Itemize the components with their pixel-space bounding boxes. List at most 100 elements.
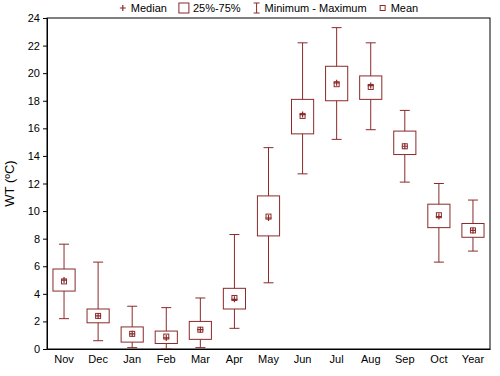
legend-item: Mean: [380, 2, 418, 14]
whisker: [98, 262, 99, 341]
whisker-cap-max: [127, 306, 137, 307]
whisker-cap-min: [195, 347, 205, 348]
y-tick-label: 14: [28, 150, 40, 162]
y-tick: 2: [34, 315, 47, 327]
mean-marker: [470, 228, 475, 233]
median-marker: [231, 296, 237, 302]
x-tick: Nov: [54, 349, 74, 365]
whisker-cap-max: [59, 244, 69, 245]
legend-label: Minimum - Maximum: [265, 2, 367, 14]
y-tick-mark: [43, 211, 47, 212]
x-tick: Year: [462, 349, 485, 365]
x-axis-line: [48, 349, 491, 350]
y-tick-mark: [43, 101, 47, 102]
x-tick-label: Nov: [54, 353, 74, 365]
y-tick-mark: [43, 294, 47, 295]
whisker-cap-min: [127, 347, 137, 348]
median-marker: [266, 215, 272, 221]
legend-label: 25%-75%: [193, 2, 241, 14]
median-marker: [300, 112, 306, 118]
y-tick-mark: [43, 184, 47, 185]
y-tick-mark: [43, 266, 47, 267]
y-tick: 20: [28, 67, 47, 79]
x-tick-label: Year: [462, 353, 485, 365]
x-tick: Jan: [123, 349, 141, 365]
x-tick-label: May: [258, 353, 279, 365]
y-axis-title: WT (ºC): [2, 160, 17, 206]
whisker-cap-max: [195, 297, 205, 298]
legend-item: Minimum - Maximum: [254, 2, 367, 14]
box: [223, 288, 245, 309]
box: [360, 76, 382, 99]
x-tick-label: Dec: [88, 353, 108, 365]
median-marker: [334, 80, 340, 86]
x-tick-label: Mar: [191, 353, 210, 365]
y-axis-line: [43, 19, 48, 350]
box: [292, 99, 314, 133]
y-tick-label: 16: [28, 122, 40, 134]
whisker-cap-max: [161, 307, 171, 308]
x-tick-label: Jul: [330, 353, 344, 365]
x-tick-label: Aug: [361, 353, 381, 365]
whisker-cap-max: [468, 200, 478, 201]
whisker-cap-max: [229, 234, 239, 235]
whisker-cap-max: [400, 110, 410, 111]
whisker-cap-min: [366, 129, 376, 130]
y-tick-label: 10: [28, 205, 40, 217]
y-axis: 024681012141618202224: [28, 12, 48, 355]
whisker-cap-min: [161, 349, 171, 350]
legend-box: [179, 3, 189, 13]
median-marker: [436, 214, 442, 220]
box: [121, 327, 143, 342]
y-tick-mark: [43, 321, 47, 322]
x-tick-label: Oct: [430, 353, 447, 365]
legend-marker: [380, 6, 385, 11]
y-tick-mark: [43, 46, 47, 47]
median-marker: [368, 83, 374, 89]
whisker-cap-max: [298, 42, 308, 43]
legend-symbol: [380, 6, 385, 11]
mean-marker: [130, 331, 135, 336]
x-tick: Oct: [430, 349, 447, 365]
y-tick-label: 24: [28, 12, 40, 24]
y-tick-mark: [43, 128, 47, 129]
y-tick-mark: [43, 239, 47, 240]
whisker-cap-min: [332, 139, 342, 140]
box: [87, 309, 109, 323]
mean-marker: [300, 113, 305, 118]
box: [428, 204, 450, 227]
y-tick: 4: [34, 288, 47, 300]
whisker-cap-min: [93, 340, 103, 341]
median-marker: [61, 277, 67, 283]
mean-marker: [368, 84, 373, 89]
y-tick-label: 4: [34, 288, 40, 300]
whisker-cap-min: [298, 173, 308, 174]
x-tick: Aug: [361, 349, 381, 365]
whisker-cap-max: [93, 262, 103, 263]
box: [326, 66, 348, 100]
median-marker: [95, 313, 101, 319]
mean-marker: [62, 279, 67, 284]
y-tick-mark: [43, 156, 47, 157]
y-tick-label: 22: [28, 40, 40, 52]
mean-marker: [198, 327, 203, 332]
median-marker: [470, 227, 476, 233]
median-marker: [197, 327, 203, 333]
whisker-cap-min: [229, 328, 239, 329]
legend-label: Median: [131, 2, 167, 14]
y-tick: 14: [28, 150, 47, 162]
x-tick: Sep: [395, 349, 415, 365]
legend: Median 25%-75% Minimum - Maximum Mean: [120, 2, 418, 14]
legend-marker: [120, 5, 126, 11]
x-tick: Mar: [191, 349, 210, 365]
mean-marker: [436, 213, 441, 218]
y-tick-mark: [43, 18, 47, 19]
y-tick: 16: [28, 122, 47, 134]
mean-marker: [266, 214, 271, 219]
legend-item: 25%-75%: [179, 2, 241, 14]
x-tick-label: Apr: [226, 353, 243, 365]
whisker-cap-min: [434, 262, 444, 263]
mean-marker: [232, 295, 237, 300]
x-tick: May: [258, 349, 279, 365]
whisker-cap-max: [264, 147, 274, 148]
